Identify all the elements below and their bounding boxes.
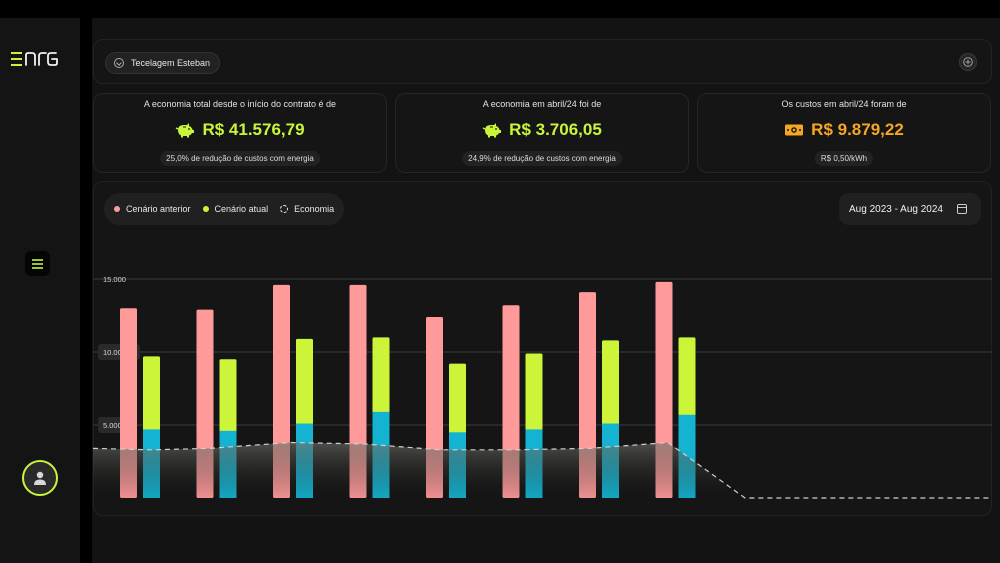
top-bar <box>0 0 1000 18</box>
card-value: R$ 41.576,79 <box>202 120 305 139</box>
legend-previous[interactable]: Cenário anterior <box>114 201 191 217</box>
piggy-bank-icon <box>176 123 195 138</box>
card-note: R$ 0,50/kWh <box>814 151 874 166</box>
card-note: 25,0% de redução de custos com energia <box>160 151 320 166</box>
client-selector[interactable]: Tecelagem Esteban <box>105 52 221 74</box>
calendar-icon <box>957 204 967 214</box>
legend-current[interactable]: Cenário atual <box>202 201 269 217</box>
chart-legend: Cenário anterior Cenário atual Economia <box>104 193 345 225</box>
y-tick-label: 10.000 <box>103 348 126 357</box>
date-range-label: Aug 2023 - Aug 2024 <box>849 203 943 215</box>
menu-button[interactable] <box>25 251 50 276</box>
current-dot-icon <box>202 206 209 212</box>
savings-line <box>92 441 992 499</box>
monthly-costs-card: Os custos em abril/24 foram de R$ 9.879,… <box>697 93 991 173</box>
savings-ring-icon <box>280 205 289 213</box>
card-title: A economia em abril/24 foi de <box>482 99 602 109</box>
previous-dot-icon <box>114 206 120 212</box>
total-savings-card: A economia total desde o início do contr… <box>93 93 387 173</box>
add-client-button[interactable] <box>959 53 977 71</box>
card-value: R$ 3.706,05 <box>509 120 602 139</box>
date-range-picker[interactable]: Aug 2023 - Aug 2024 <box>839 193 981 225</box>
y-tick-label: 15.000 <box>103 275 126 284</box>
legend-current-label: Cenário atual <box>214 204 269 214</box>
card-value-row: R$ 3.706,05 <box>396 120 688 140</box>
legend-savings-label: Economia <box>294 204 335 214</box>
client-bar: Tecelagem Esteban <box>93 39 992 84</box>
card-title: Os custos em abril/24 foram de <box>781 99 907 109</box>
y-tick-label: 5.000 <box>103 421 122 430</box>
bar-previous <box>579 292 596 498</box>
card-note: 24,9% de redução de custos com energia <box>462 151 622 166</box>
card-value: R$ 9.879,22 <box>811 120 904 139</box>
sidebar-divider <box>80 18 92 563</box>
plus-icon <box>963 57 973 67</box>
savings-area <box>93 442 992 498</box>
user-avatar[interactable] <box>22 460 58 496</box>
user-icon <box>34 471 46 485</box>
enrg-logo <box>11 52 58 66</box>
money-icon <box>785 124 804 136</box>
chevron-down-icon <box>114 58 124 68</box>
card-value-row: R$ 41.576,79 <box>94 120 386 140</box>
legend-savings[interactable]: Economia <box>280 201 334 217</box>
card-title: A economia total desde o início do contr… <box>143 99 337 109</box>
hamburger-icon <box>32 258 43 269</box>
sidebar <box>0 18 80 563</box>
monthly-savings-card: A economia em abril/24 foi de R$ 3.706,0… <box>395 93 689 173</box>
legend-previous-label: Cenário anterior <box>126 204 191 214</box>
piggy-bank-icon <box>482 123 502 138</box>
client-name: Tecelagem Esteban <box>131 58 211 68</box>
card-value-row: R$ 9.879,22 <box>698 120 990 140</box>
